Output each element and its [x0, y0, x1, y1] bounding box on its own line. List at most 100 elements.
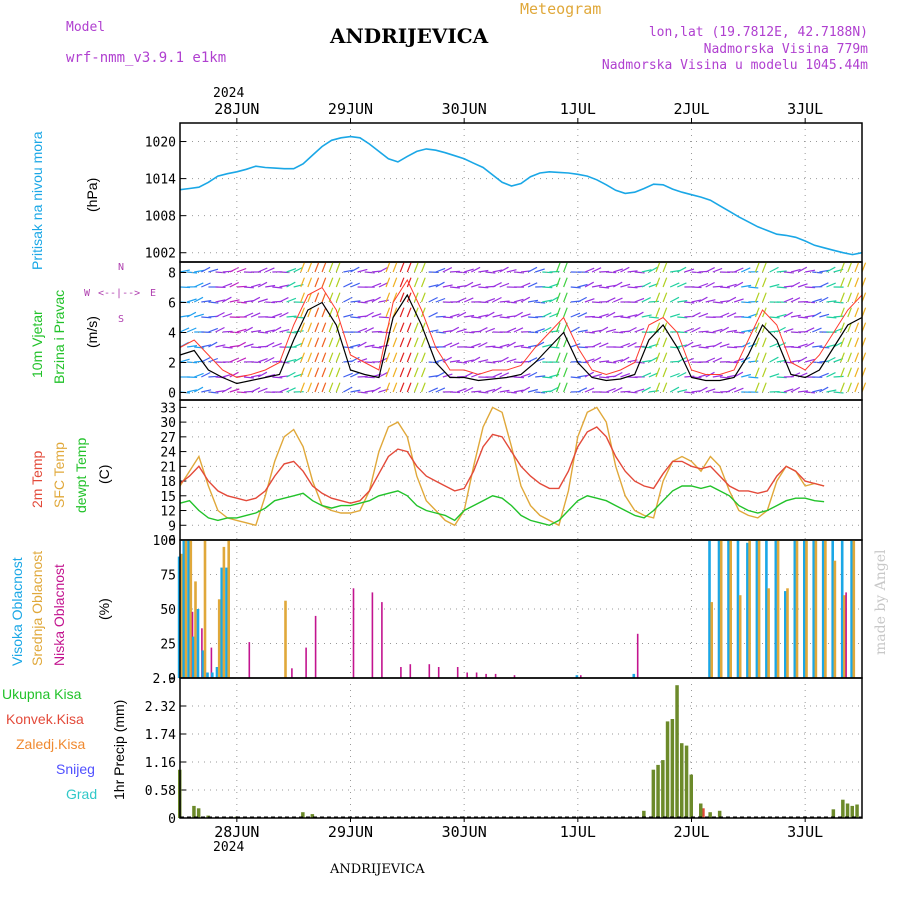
wind-barb [492, 296, 502, 303]
wind-barb [577, 329, 588, 333]
wind-barb [698, 346, 709, 349]
wind-barb [684, 391, 695, 394]
mid-cloud-bar [795, 540, 799, 678]
wind-barb [449, 270, 460, 273]
wind-barb [328, 367, 334, 378]
wind-barb [272, 360, 283, 363]
wind-barb [741, 301, 752, 304]
wind-barb [819, 269, 830, 273]
wind-barb [463, 268, 474, 273]
wind-barb [392, 262, 398, 273]
total-precip-bar [196, 808, 201, 818]
wind-barb [776, 313, 787, 318]
model-altitude-label: Nadmorska Visina u modelu 1045.44m [601, 58, 868, 73]
wind-barb [847, 277, 852, 288]
wind-barb [435, 387, 446, 393]
wind-barb [833, 301, 844, 304]
wind-barb [606, 387, 616, 393]
wind-barb [535, 268, 545, 273]
wind-barb [691, 286, 702, 289]
wind-barb [279, 284, 290, 288]
wind-barb [634, 388, 645, 393]
wind-barb [406, 322, 412, 333]
wind-barb [413, 367, 419, 378]
wind-barb [584, 281, 594, 288]
wind-barb [364, 376, 375, 379]
wind-barb [442, 342, 453, 348]
wind-barb [733, 387, 744, 393]
day-label-top: 28JUN [214, 100, 259, 118]
wind-barb [499, 356, 509, 363]
wind-barb [378, 316, 389, 319]
wind-barb [300, 382, 305, 393]
wind-barb [819, 296, 829, 303]
high-cloud-bar [803, 540, 806, 678]
wind-barb [726, 329, 737, 333]
wind-barb [257, 371, 268, 378]
wind-barb [399, 382, 405, 393]
wind-barb [229, 357, 240, 363]
y-tick-label: 0 [168, 387, 176, 402]
wind-barb [542, 299, 553, 303]
wind-barb [790, 297, 801, 303]
wind-barb [598, 326, 609, 333]
total-precip-bar [845, 803, 850, 818]
wind-barb [655, 322, 661, 333]
wind-barb [669, 386, 680, 393]
wind-barb [499, 282, 510, 288]
wind-barb [805, 269, 816, 273]
wind-barb [471, 283, 481, 288]
wind-barb [655, 307, 661, 318]
wind-barb [712, 328, 723, 333]
wind-barb [805, 314, 816, 318]
mid-cloud-bar [814, 540, 818, 678]
wind-barb [769, 373, 780, 378]
wind-barb [662, 367, 668, 378]
wind-barb [677, 371, 687, 378]
total-precip-bar [192, 805, 196, 818]
mid-cloud-bar [852, 540, 856, 678]
wind-barb [286, 268, 297, 273]
wind-barb [655, 262, 661, 273]
wind-barb [726, 283, 737, 288]
low-cloud-bar [428, 664, 431, 678]
wind-barb [343, 386, 353, 393]
wind-barb [549, 296, 559, 303]
wind-barb [364, 311, 374, 318]
wind-barb [420, 337, 426, 348]
wind-barb [620, 342, 631, 348]
wind-barb [705, 357, 716, 363]
wind-barb [840, 322, 845, 333]
wind-barb [613, 387, 623, 393]
wind-barb [641, 281, 651, 288]
wind-barb [264, 356, 275, 363]
wind-barb [641, 269, 652, 273]
wind-barb [790, 346, 801, 349]
wind-barb [605, 311, 616, 318]
high-cloud-bar [765, 540, 768, 678]
wind-barb [364, 298, 375, 303]
mid-cloud-bar [729, 540, 732, 678]
wind-barb [243, 326, 253, 333]
wind-barb [314, 382, 320, 393]
wind-barb [385, 307, 391, 318]
wind-barb [606, 284, 617, 288]
wind-barb [648, 316, 659, 319]
wind-barb [335, 262, 341, 273]
wind-barb [577, 374, 588, 378]
wind-barb [627, 342, 637, 348]
y-tick-label: 6 [168, 534, 176, 549]
wind-barb [215, 344, 226, 348]
wind-barb [471, 390, 482, 393]
dewpt-temp-line [179, 485, 825, 527]
wind-barb [385, 382, 391, 393]
wind-barb [442, 267, 453, 273]
mid-cloud-bar [843, 595, 846, 678]
mid-cloud-bar [217, 599, 221, 678]
wind-barb [314, 262, 320, 273]
wind-barb [193, 282, 204, 288]
wind-barb [684, 357, 694, 363]
wind-barb [201, 344, 212, 348]
wind-barb [812, 361, 823, 364]
wind-barb [343, 313, 354, 318]
